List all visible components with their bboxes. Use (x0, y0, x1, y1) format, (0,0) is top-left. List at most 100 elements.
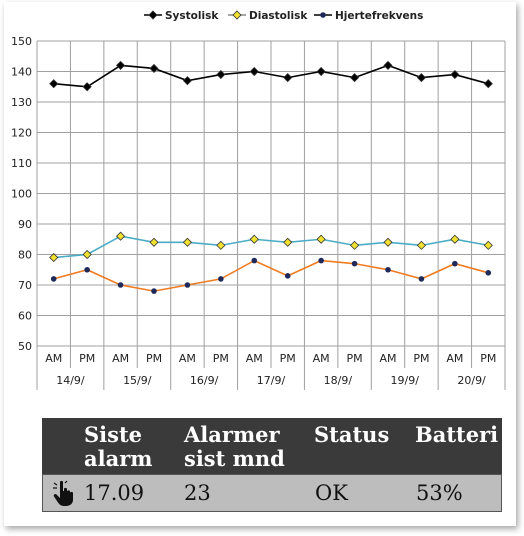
header-alarms-month-line2: sist mnd (184, 446, 285, 471)
cell-alarms-month: 23 (184, 481, 211, 505)
y-tick-label: 150 (11, 35, 32, 48)
table-row: 17.09 23 OK 53% (42, 474, 502, 512)
legend-item: Diastolisk (228, 10, 308, 22)
y-axis: 150 140 130 120 110 100 90 80 70 60 50 (11, 35, 32, 353)
data-point (452, 260, 458, 267)
series-line (53, 235, 489, 259)
legend-label: Systolisk (165, 10, 219, 22)
x-group-label: 14/9/ (56, 374, 85, 387)
y-tick-label: 60 (18, 310, 32, 323)
cell-battery: 53% (416, 481, 463, 505)
data-point (318, 257, 324, 264)
x-tick-label: AM (179, 352, 196, 365)
y-tick-label: 80 (18, 249, 32, 262)
x-tick-label: PM (413, 352, 429, 365)
data-point (284, 273, 291, 279)
data-point (182, 76, 192, 86)
data-point (216, 240, 226, 250)
data-point (383, 237, 393, 247)
data-point (418, 276, 425, 282)
header-alarms-month: Alarmer sist mnd (184, 423, 285, 471)
header-last-alarm-line2: alarm (84, 446, 153, 471)
cell-last-alarm: 17.09 (84, 481, 145, 505)
hand-pointer-icon[interactable] (51, 479, 77, 507)
y-tick-label: 90 (18, 218, 32, 231)
x-group-label: 19/9/ (391, 374, 420, 387)
x-tick-label: PM (480, 352, 496, 365)
data-point (149, 63, 159, 74)
legend-item: Hjertefrekvens (314, 10, 423, 22)
x-tick-label: AM (112, 352, 129, 365)
data-point (383, 60, 393, 70)
data-point (450, 69, 460, 80)
data-point (320, 12, 326, 18)
data-point (50, 276, 57, 282)
series-diastolisk (49, 231, 493, 263)
data-point (216, 69, 226, 80)
data-point (316, 66, 326, 77)
legend: Systolisk Diastolisk Hjertefrekvens (144, 10, 423, 22)
table-header: Siste alarm Alarmer sist mnd Status Batt… (42, 418, 502, 474)
data-point (249, 66, 259, 77)
y-tick-label: 100 (11, 188, 32, 201)
header-last-alarm-line1: Siste (84, 422, 143, 447)
data-point (316, 234, 326, 244)
series-line (53, 64, 489, 88)
data-point (49, 252, 59, 263)
data-point (251, 257, 258, 264)
x-tick-label: AM (45, 352, 62, 365)
data-point (450, 234, 460, 244)
data-point (148, 10, 158, 20)
data-point (483, 79, 493, 89)
legend-label: Hjertefrekvens (335, 10, 423, 22)
data-point (416, 73, 426, 83)
header-last-alarm: Siste alarm (84, 423, 152, 471)
x-tick-label: PM (347, 352, 363, 365)
header-battery: Batteri (415, 422, 499, 447)
data-point (151, 288, 157, 294)
data-point (149, 237, 159, 247)
x-group-label: 17/9/ (257, 374, 286, 387)
y-tick-label: 130 (11, 96, 32, 109)
data-point (283, 73, 293, 83)
x-group-label: 16/9/ (190, 374, 219, 387)
data-point (184, 282, 191, 288)
blood-pressure-chart: Systolisk Diastolisk Hjertefrekvens 150 140… (11, 10, 506, 390)
x-group-label: 18/9/ (324, 374, 353, 387)
series-line (53, 259, 489, 292)
data-point (49, 79, 59, 89)
y-tick-label: 140 (11, 66, 32, 79)
x-axis: AM PM AM PM AM PM AM PM AM PM AM PM AM PM 14/9/15/9/16… (36, 346, 506, 390)
x-tick-label: PM (79, 352, 95, 365)
y-tick-label: 120 (11, 127, 32, 140)
y-tick-label: 50 (18, 340, 32, 353)
x-group-label: 15/9/ (123, 374, 152, 387)
data-point (218, 276, 224, 282)
header-status: Status (314, 422, 390, 447)
x-tick-label: PM (280, 352, 296, 365)
cell-status: OK (315, 481, 348, 505)
data-point (182, 237, 192, 247)
x-tick-label: AM (446, 352, 463, 365)
data-point (483, 240, 493, 250)
data-point (485, 270, 492, 276)
data-point (350, 240, 360, 250)
series-hjertefrekvens (50, 257, 492, 294)
y-tick-label: 70 (18, 279, 32, 292)
series-systolisk (49, 60, 493, 92)
x-group-label: 20/9/ (457, 374, 486, 387)
data-point (283, 237, 293, 247)
data-point (232, 10, 242, 20)
data-point (351, 260, 358, 267)
header-alarms-month-line1: Alarmer (184, 422, 280, 447)
data-point (416, 240, 426, 250)
data-point (249, 234, 259, 244)
legend-item: Systolisk (144, 10, 219, 22)
y-tick-label: 110 (11, 157, 32, 170)
x-tick-label: PM (146, 352, 162, 365)
data-point (84, 266, 90, 273)
data-point (82, 249, 92, 260)
legend-label: Diastolisk (249, 10, 308, 22)
x-tick-label: AM (379, 352, 396, 365)
x-tick-label: AM (313, 352, 330, 365)
